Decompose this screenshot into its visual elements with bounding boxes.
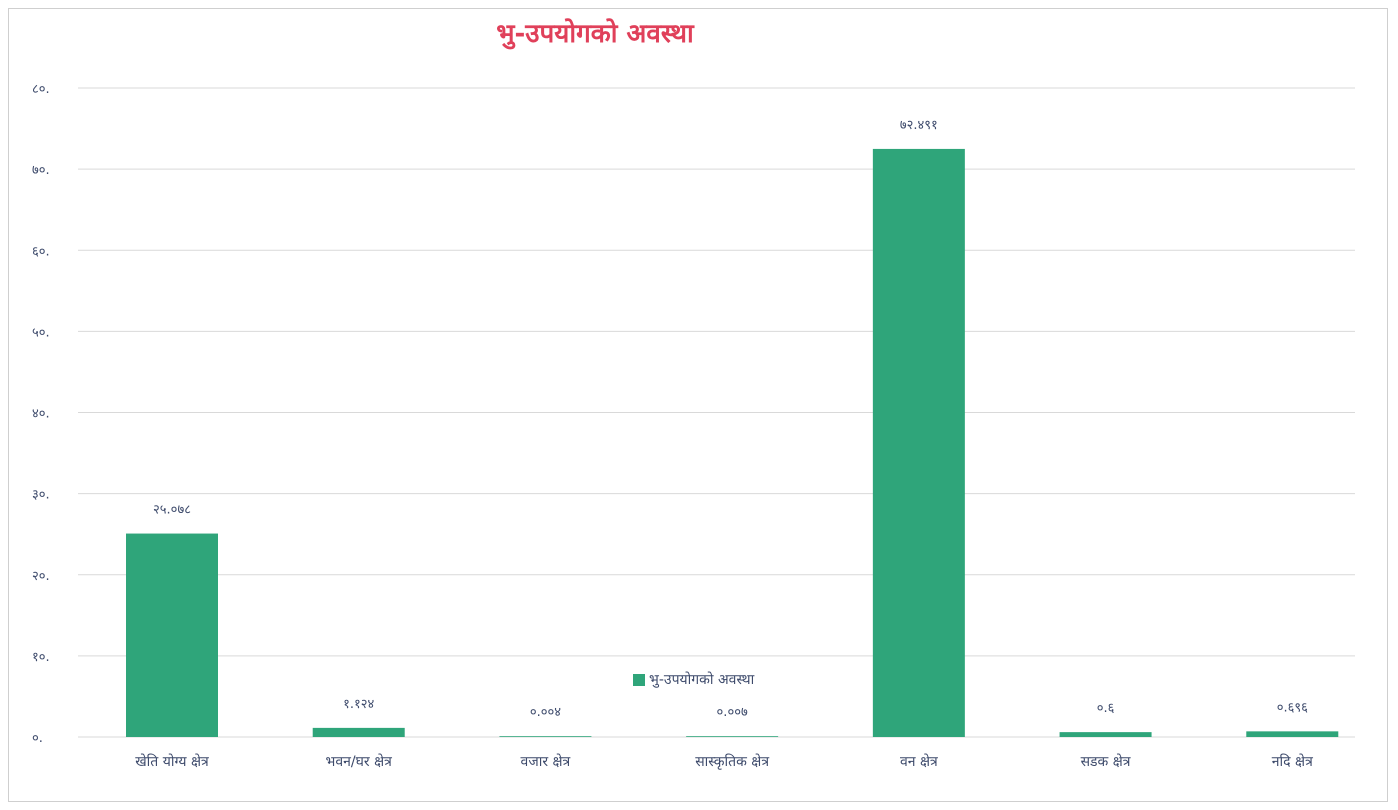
data-label: ७२.४९१ [900,118,938,133]
y-tick-label: १०. [32,650,50,665]
data-label: १.१२४ [343,697,374,712]
data-label: ०.००४ [530,705,561,720]
y-tick-label: ४०. [32,407,50,422]
bar [1246,731,1339,737]
chart-frame [8,8,1388,802]
bar [126,533,218,737]
y-tick-label: ८०. [32,82,50,97]
y-tick-label: ०. [32,731,43,746]
bar [872,148,965,738]
y-tick-label: ७०. [32,163,50,178]
data-label: ०.००७ [717,705,748,720]
y-tick-label: ५०. [32,325,50,340]
bar [312,727,405,737]
legend: भु-उपयोगको अवस्था [633,670,754,689]
x-category-label: वजार क्षेत्र [521,753,571,770]
data-label: ०.६ [1097,701,1115,716]
x-category-label: भवन/घर क्षेत्र [326,753,393,770]
x-category-label: सडक क्षेत्र [1081,753,1131,770]
y-tick-label: २०. [32,569,50,584]
legend-swatch [633,673,645,686]
bar [1059,732,1152,737]
bar [686,736,779,737]
data-label: २५.०७८ [153,503,191,518]
y-tick-label: ६०. [32,244,50,259]
x-category-label: खेति योग्य क्षेत्र [135,753,209,770]
chart-title: भु-उपयोगको अवस्था [496,19,694,49]
bar [499,736,592,737]
x-category-label: सास्कृतिक क्षेत्र [695,753,769,770]
x-category-label: वन क्षेत्र [900,753,938,770]
x-category-label: नदि क्षेत्र [1272,753,1313,770]
y-tick-label: ३०. [32,488,50,503]
legend-label: भु-उपयोगको अवस्था [649,672,755,688]
data-label: ०.६९६ [1277,700,1308,715]
